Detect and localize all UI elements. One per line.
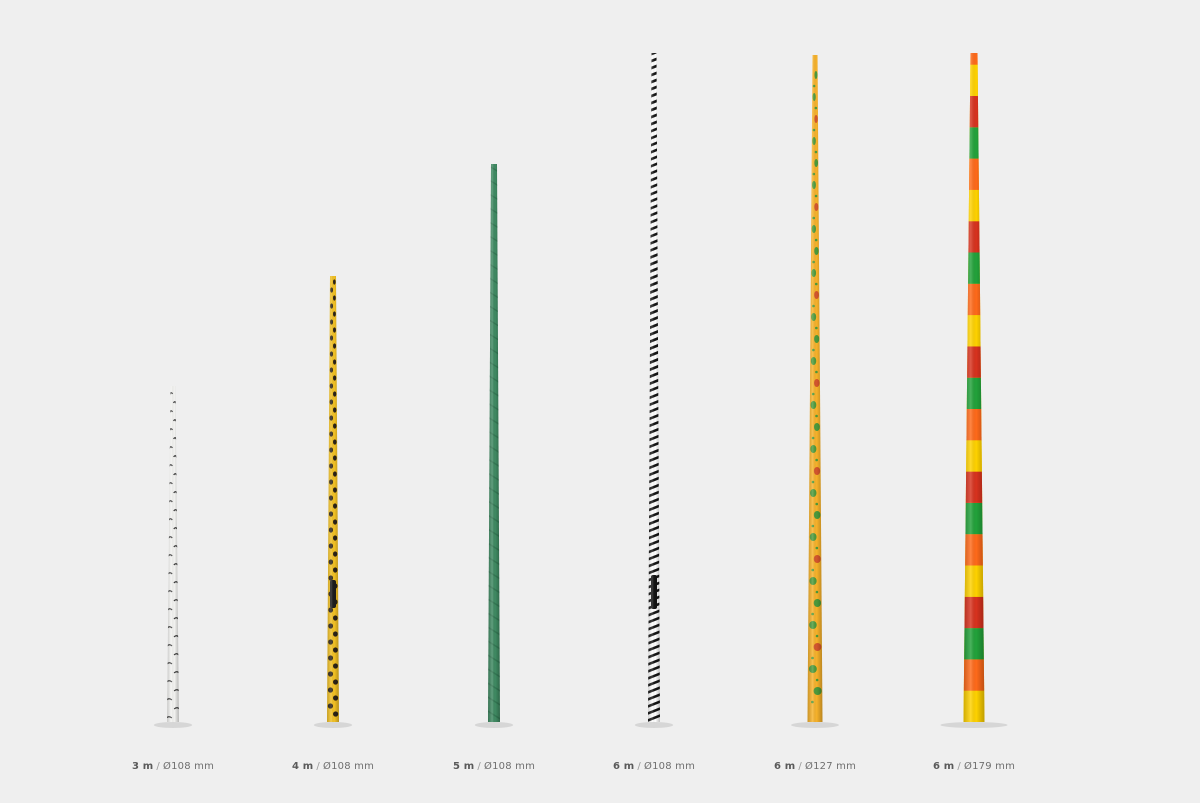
caption-separator: / [798, 761, 802, 772]
pole-stripes [940, 53, 1008, 728]
caption-length: 5 m [452, 761, 475, 772]
pole-shading [488, 164, 500, 722]
pole-shadow [940, 722, 1008, 728]
caption-length: 4 m [291, 761, 314, 772]
pole-shadow [634, 722, 674, 728]
caption-pole-4: 6 m / Ø108 mm [574, 761, 734, 772]
pole-zebra [634, 53, 674, 728]
caption-separator: / [957, 761, 961, 772]
caption-pole-3: 5 m / Ø108 mm [414, 761, 574, 772]
pole-shading [963, 53, 985, 722]
caption-separator: / [637, 761, 641, 772]
caption-diameter: Ø108 mm [644, 761, 696, 772]
pole-shadow [153, 722, 193, 728]
caption-length: 3 m [131, 761, 154, 772]
caption-diameter: Ø108 mm [484, 761, 536, 772]
pole-shading [648, 53, 660, 722]
caption-length: 6 m [932, 761, 955, 772]
pole-marble [474, 164, 514, 728]
pole-shading [327, 276, 339, 722]
caption-length: 6 m [773, 761, 796, 772]
caption-pole-2: 4 m / Ø108 mm [253, 761, 413, 772]
caption-diameter: Ø179 mm [964, 761, 1016, 772]
pole-shadow [474, 722, 514, 728]
pole-shadow [313, 722, 353, 728]
pole-birch [153, 386, 193, 728]
pole-dino [791, 55, 839, 728]
caption-diameter: Ø108 mm [323, 761, 375, 772]
caption-length: 6 m [612, 761, 635, 772]
caption-separator: / [316, 761, 320, 772]
caption-separator: / [156, 761, 160, 772]
caption-diameter: Ø127 mm [805, 761, 857, 772]
caption-pole-5: 6 m / Ø127 mm [735, 761, 895, 772]
pole-leopard [313, 276, 353, 728]
pole-shadow [791, 722, 839, 728]
caption-pole-6: 6 m / Ø179 mm [894, 761, 1054, 772]
caption-separator: / [477, 761, 481, 772]
pole-shading [167, 386, 179, 722]
caption-pole-1: 3 m / Ø108 mm [93, 761, 253, 772]
pole-shading [807, 55, 823, 722]
caption-diameter: Ø108 mm [163, 761, 215, 772]
